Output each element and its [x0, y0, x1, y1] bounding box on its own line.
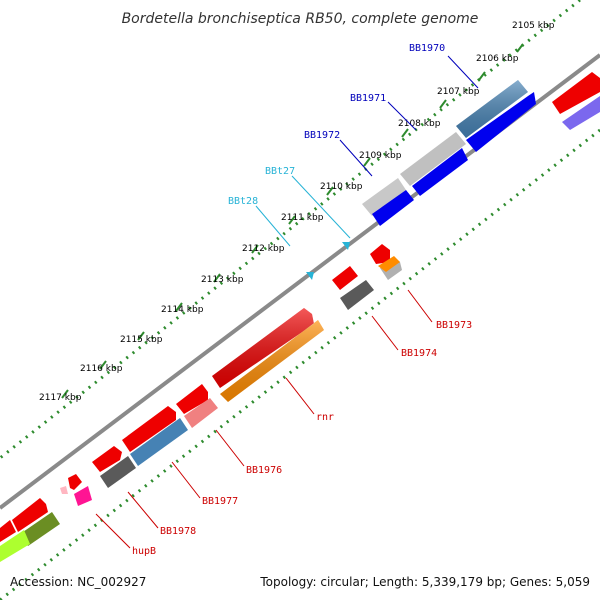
tick-label: 2109 kbp [359, 151, 402, 161]
leader-lines [95, 55, 479, 549]
gene-feature[interactable] [412, 148, 468, 196]
tick-marks [61, 43, 524, 399]
labels-upper: BB1970 BB1971 BB1972 BBt27 BBt28 [228, 43, 445, 207]
gene-label[interactable]: BB1978 [160, 526, 196, 537]
tick-label: 2112 kbp [242, 244, 285, 254]
gene-label[interactable]: BB1976 [246, 465, 282, 476]
gene-label[interactable]: BBt27 [265, 166, 295, 177]
tick-label: 2105 kbp [512, 21, 555, 31]
gene-label[interactable]: BB1977 [202, 496, 238, 507]
gene-feature[interactable] [562, 96, 600, 130]
gene-feature[interactable] [100, 456, 136, 488]
gene-feature[interactable] [130, 418, 188, 466]
gene-feature[interactable] [378, 256, 400, 272]
gene-feature[interactable] [92, 446, 122, 472]
gene-feature[interactable] [12, 498, 48, 532]
gene-label[interactable]: BB1973 [436, 320, 472, 331]
gene-feature[interactable] [60, 486, 68, 494]
gene-label[interactable]: BB1972 [304, 130, 340, 141]
tick-label: 2108 kbp [398, 119, 441, 129]
gene-label[interactable]: BB1970 [409, 43, 445, 54]
tick-label: 2107 kbp [437, 87, 480, 97]
gene-feature[interactable] [0, 530, 30, 562]
gene-feature[interactable] [340, 280, 374, 310]
genome-summary-text: Topology: circular; Length: 5,339,179 bp… [259, 575, 590, 589]
gene-feature[interactable] [74, 486, 92, 506]
tick-label: 2110 kbp [320, 182, 363, 192]
map-title: Bordetella bronchiseptica RB50, complete… [122, 11, 479, 27]
gene-feature[interactable] [20, 512, 60, 546]
tick-label: 2111 kbp [281, 213, 324, 223]
tick-labels: 2105 kbp 2106 kbp 2107 kbp 2108 kbp 2109… [39, 21, 555, 403]
gene-feature[interactable] [362, 178, 406, 216]
gene-feature[interactable] [176, 384, 208, 414]
gene-feature[interactable] [0, 520, 16, 542]
tick-label: 2117 kbp [39, 393, 82, 403]
gene-feature[interactable] [400, 132, 466, 186]
outer-ruler [0, 0, 581, 460]
gene-label[interactable]: BBt28 [228, 196, 258, 207]
gene-feature[interactable] [332, 266, 358, 290]
tick-label: 2116 kbp [80, 364, 123, 374]
gene-label[interactable]: rnr [316, 412, 334, 423]
tick-label: 2106 kbp [476, 54, 519, 64]
gene-label[interactable]: hupB [132, 546, 156, 557]
gene-features [0, 72, 600, 562]
tick-label: 2113 kbp [201, 275, 244, 285]
accession-text: Accession: NC_002927 [10, 575, 146, 589]
tick-label: 2115 kbp [120, 335, 163, 345]
tick-label: 2114 kbp [161, 305, 204, 315]
labels-lower: BB1973 BB1974 rnr BB1976 BB1977 BB1978 h… [132, 320, 472, 557]
trna-feature[interactable] [306, 272, 314, 280]
gene-feature[interactable] [552, 72, 600, 114]
gene-feature[interactable] [372, 190, 414, 226]
gene-label[interactable]: BB1974 [401, 348, 437, 359]
gene-feature[interactable] [466, 92, 536, 152]
trna-feature[interactable] [342, 242, 350, 250]
gene-feature[interactable] [184, 398, 218, 428]
gene-feature[interactable] [68, 474, 82, 490]
gene-feature[interactable] [122, 406, 176, 452]
gene-label[interactable]: BB1971 [350, 93, 386, 104]
gene-feature[interactable] [370, 244, 390, 264]
